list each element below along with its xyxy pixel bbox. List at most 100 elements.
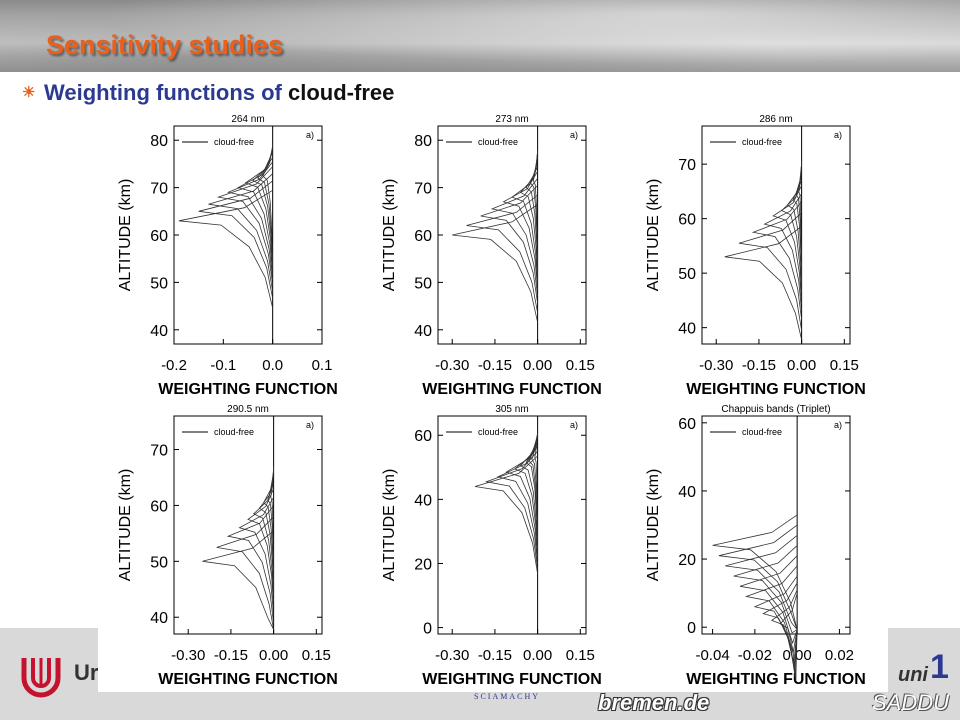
weighting-curve — [216, 516, 274, 630]
x-tick-label: 0.00 — [787, 357, 816, 374]
legend-label: cloud-free — [742, 137, 782, 147]
panel-label: a) — [570, 420, 578, 430]
y-tick-label: 60 — [678, 416, 696, 433]
weighting-curve — [202, 530, 274, 630]
weighting-curve — [244, 152, 274, 271]
plot-frame — [173, 415, 323, 635]
chart-panel-3: 286 nm a) cloud-free 40 50 60 70 -0.30 -0.15 0.00… — [645, 114, 866, 398]
weighting-curve — [237, 156, 274, 275]
x-tick-label: -0.30 — [435, 357, 469, 374]
weighting-curve — [216, 166, 274, 285]
legend-label: cloud-free — [214, 137, 254, 147]
y-tick-label: 60 — [150, 498, 168, 515]
x-tick-label: 0.02 — [825, 647, 854, 664]
weighting-curve — [738, 212, 802, 331]
weighting-curve — [781, 179, 802, 298]
y-axis-label: ALTITUDE (km) — [117, 469, 134, 582]
weighting-curve — [480, 185, 538, 304]
x-tick-label: -0.02 — [738, 647, 772, 664]
weighting-curve — [496, 446, 538, 565]
y-tick-label: 40 — [414, 323, 432, 340]
y-tick-label: 60 — [414, 428, 432, 445]
x-tick-label: -0.15 — [478, 647, 512, 664]
weighting-curve — [263, 472, 274, 590]
y-tick-label: 20 — [678, 552, 696, 569]
x-tick-label: -0.1 — [210, 357, 236, 374]
y-tick-label: 60 — [678, 212, 696, 229]
y-tick-label: 40 — [150, 610, 168, 627]
weighting-curve — [452, 204, 538, 323]
weighting-curve — [511, 166, 538, 285]
y-tick-label: 50 — [150, 275, 168, 292]
weighting-curve — [262, 145, 274, 264]
weighting-curve — [247, 488, 274, 607]
x-tick-label: 0.1 — [312, 357, 333, 374]
weighting-curve — [751, 201, 802, 320]
x-tick-label: 0.15 — [566, 647, 595, 664]
weighting-curve — [270, 466, 274, 585]
slide-title: Sensitivity studies — [46, 30, 284, 60]
y-tick-label: 70 — [678, 157, 696, 174]
panel-label: a) — [306, 130, 314, 140]
panel-title: Chappuis bands (Triplet) — [721, 404, 830, 415]
y-tick-label: 80 — [414, 133, 432, 150]
bullet-item: ☀ Weighting functions of cloud-free — [22, 80, 394, 106]
weighting-curve — [474, 455, 538, 574]
legend-label: cloud-free — [214, 427, 254, 437]
y-tick-label: 40 — [678, 484, 696, 501]
x-tick-label: 0.0 — [262, 357, 283, 374]
x-tick-label: 0.15 — [830, 357, 859, 374]
panel-label: a) — [834, 420, 842, 430]
y-tick-label: 40 — [150, 323, 168, 340]
chart-panel-6: Chappuis bands (Triplet) a) cloud-free 0 20 4… — [645, 404, 866, 688]
weighting-curve — [208, 173, 274, 292]
university-logo-icon — [21, 658, 61, 698]
legend-label: cloud-free — [742, 427, 782, 437]
x-axis-label: WEIGHTING FUNCTION — [158, 671, 338, 688]
header-banner — [0, 0, 960, 72]
y-tick-label: 70 — [150, 181, 168, 198]
weighting-curve — [198, 180, 274, 299]
panel-title: 264 nm — [231, 114, 264, 125]
chart-panel-1: 264 nm a) cloud-free 40 50 60 70 80 -0.2 -0.1 0.0 0… — [117, 114, 338, 398]
y-axis-label: ALTITUDE (km) — [117, 179, 134, 292]
weighting-curve — [763, 193, 802, 312]
weighting-curve — [519, 161, 538, 280]
x-tick-label: 0.00 — [523, 357, 552, 374]
weighting-curve — [253, 483, 274, 602]
weighting-curve — [733, 545, 798, 634]
x-tick-label: -0.15 — [742, 357, 776, 374]
weighting-curve — [739, 555, 798, 645]
weighting-curve — [226, 505, 274, 624]
weighting-curve — [534, 433, 538, 545]
x-axis-label: WEIGHTING FUNCTION — [422, 671, 602, 688]
x-axis-label: WEIGHTING FUNCTION — [158, 381, 338, 398]
y-tick-label: 60 — [414, 228, 432, 245]
x-tick-label: 0.15 — [302, 647, 331, 664]
panel-label: a) — [834, 130, 842, 140]
chart-panel-4: 290.5 nm a) cloud-free 40 50 60 70 -0.30 -0.15 0.… — [117, 404, 338, 688]
x-tick-label: 0.15 — [566, 357, 595, 374]
weighting-curve — [772, 185, 802, 304]
weighting-curve — [238, 497, 274, 616]
weighting-curve — [786, 174, 802, 293]
weighting-curve — [725, 535, 798, 630]
weighting-curve — [724, 225, 802, 340]
weighting-curve — [779, 593, 798, 681]
weighting-function-figure: 264 nm a) cloud-free 40 50 60 70 80 -0.2 -0.1 0.0 0… — [98, 106, 888, 692]
weighting-curve — [466, 194, 538, 313]
panel-title: 286 nm — [759, 114, 792, 125]
x-axis-label: WEIGHTING FUNCTION — [686, 381, 866, 398]
sun-bullet-icon: ☀ — [22, 84, 36, 101]
weighting-curve — [484, 450, 538, 569]
slide-number: 1 — [930, 648, 949, 686]
x-tick-label: -0.04 — [695, 647, 729, 664]
x-tick-label: 0.00 — [523, 647, 552, 664]
unit-label: uni — [898, 664, 928, 686]
panel-title: 290.5 nm — [227, 404, 269, 415]
x-axis-label: WEIGHTING FUNCTION — [686, 671, 866, 688]
panel-label: a) — [570, 130, 578, 140]
x-tick-label: -0.30 — [171, 647, 205, 664]
panel-label: a) — [306, 420, 314, 430]
